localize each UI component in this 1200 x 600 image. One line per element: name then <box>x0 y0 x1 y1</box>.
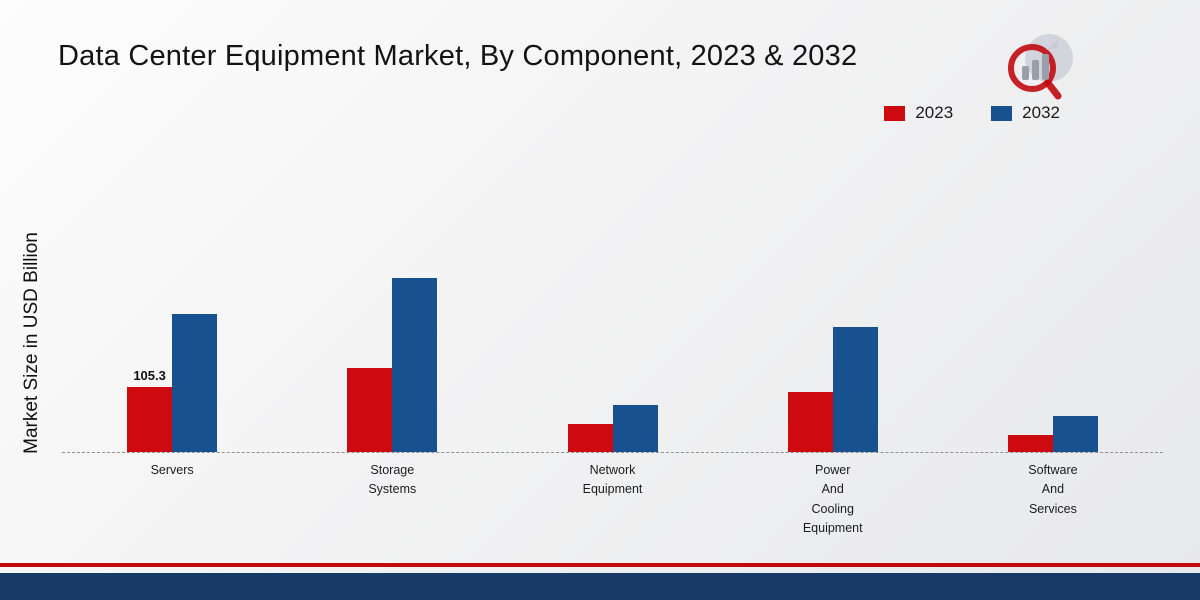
chart-title: Data Center Equipment Market, By Compone… <box>58 40 858 72</box>
bar-value-label: 105.3 <box>133 367 166 383</box>
bar-2032-software-and-services <box>1052 416 1098 452</box>
bar-chart-magnifier-icon <box>1008 34 1073 100</box>
legend-swatch-2032 <box>991 105 1013 121</box>
y-axis-label: Market Size in USD Billion <box>21 232 42 454</box>
legend-item-2023: 2023 <box>884 103 953 123</box>
bar-group-network-equipment <box>502 266 722 452</box>
category-label-power-and-cooling-equipment: Power And Cooling Equipment <box>802 463 863 536</box>
brand-logo <box>1002 28 1082 106</box>
bar-2023-network-equipment <box>567 424 613 452</box>
bar-group-storage-systems <box>282 266 502 452</box>
category-label-network-equipment: Network Equipment <box>582 463 643 497</box>
bar-2032-network-equipment <box>612 404 658 452</box>
bar-2032-power-and-cooling-equipment <box>832 326 878 452</box>
legend: 2023 2032 <box>884 103 1060 123</box>
bar-2023-power-and-cooling-equipment <box>787 392 833 452</box>
bar-group-power-and-cooling-equipment <box>723 266 943 452</box>
bar-group-software-and-services <box>943 266 1163 452</box>
bar-2032-storage-systems <box>392 278 438 452</box>
category-label-software-and-services: Software And Services <box>1028 463 1078 516</box>
category-label-servers: Servers <box>150 463 194 477</box>
footer-navy-bar <box>0 573 1200 600</box>
bar-group-servers: 105.3 <box>62 266 282 452</box>
legend-item-2032: 2032 <box>991 103 1060 123</box>
legend-swatch-2023 <box>884 105 906 121</box>
category-labels-row: Servers Storage Systems Network Equipment Pow… <box>62 461 1163 539</box>
plot-area: 105.3 Servers Storage Systems Network Equipm… <box>62 266 1163 539</box>
bar-2023-servers: 105.3 <box>127 368 173 452</box>
bar-2032-servers <box>172 314 218 452</box>
legend-label: 2023 <box>915 103 954 122</box>
bar-2023-storage-systems <box>347 367 393 452</box>
bars-row: 105.3 <box>62 266 1163 452</box>
x-axis-line <box>62 452 1163 453</box>
footer-red-line <box>0 563 1200 567</box>
category-label-storage-systems: Storage Systems <box>368 463 417 497</box>
legend-label: 2032 <box>1022 103 1060 122</box>
bar-2023-software-and-services <box>1007 434 1053 452</box>
